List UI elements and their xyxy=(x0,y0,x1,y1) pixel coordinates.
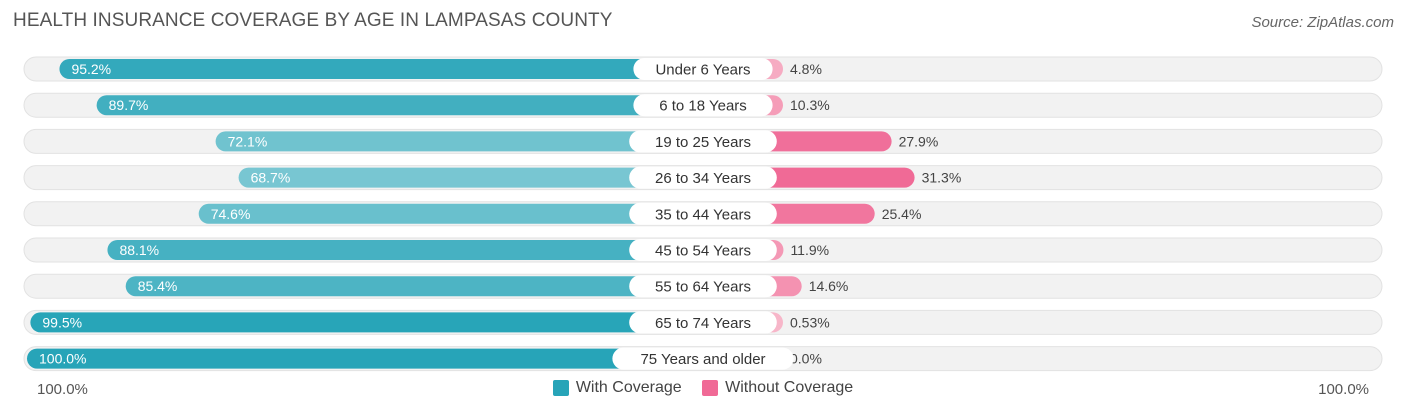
value-label-with-coverage: 68.7% xyxy=(251,170,291,186)
bar-with-coverage xyxy=(215,131,703,152)
legend-swatch-with-coverage xyxy=(552,380,569,396)
value-label-without-coverage: 0.0% xyxy=(790,351,822,367)
category-label: 75 Years and older xyxy=(640,351,765,368)
category-label: 55 to 64 Years xyxy=(655,279,751,296)
legend-item-with-coverage: With Coverage xyxy=(552,379,682,397)
category-pill xyxy=(629,166,777,189)
value-label-with-coverage: 89.7% xyxy=(109,97,149,113)
value-label-without-coverage: 25.4% xyxy=(882,206,922,222)
value-label-without-coverage: 10.3% xyxy=(790,97,830,113)
value-label-without-coverage: 4.8% xyxy=(790,61,822,77)
category-label: 65 to 74 Years xyxy=(655,315,751,332)
source-note: Source: ZipAtlas.com xyxy=(1251,14,1394,31)
value-label-without-coverage: 27.9% xyxy=(899,133,939,149)
category-pill xyxy=(629,311,777,334)
category-pill xyxy=(633,58,773,80)
category-pill xyxy=(633,94,773,117)
legend-label-with-coverage: With Coverage xyxy=(575,379,682,396)
value-label-without-coverage: 31.3% xyxy=(922,170,962,186)
value-label-with-coverage: 72.1% xyxy=(228,133,268,149)
value-label-without-coverage: 11.9% xyxy=(790,242,829,258)
category-pill xyxy=(629,275,777,298)
category-pill xyxy=(612,347,794,370)
category-label: 26 to 34 Years xyxy=(655,170,751,187)
category-label: 19 to 25 Years xyxy=(655,134,751,151)
chart-title: HEALTH INSURANCE COVERAGE BY AGE IN LAMP… xyxy=(13,10,613,31)
legend-swatch-without-coverage xyxy=(702,380,719,396)
bar-with-coverage xyxy=(198,203,704,224)
value-label-with-coverage: 85.4% xyxy=(138,278,178,294)
category-pill xyxy=(629,239,777,261)
value-label-without-coverage: 0.53% xyxy=(790,314,830,330)
value-label-with-coverage: 99.5% xyxy=(42,314,82,330)
legend-label-without-coverage: Without Coverage xyxy=(725,379,854,396)
value-label-with-coverage: 95.2% xyxy=(71,61,111,77)
bar-with-coverage xyxy=(59,59,703,79)
value-label-without-coverage: 14.6% xyxy=(809,278,849,294)
category-label: 6 to 18 Years xyxy=(659,98,747,115)
value-label-with-coverage: 74.6% xyxy=(211,206,251,222)
axis-right-label: 100.0% xyxy=(1318,381,1369,398)
category-label: 35 to 44 Years xyxy=(655,206,751,223)
bar-with-coverage xyxy=(30,312,703,333)
bar-with-coverage xyxy=(107,240,704,260)
value-label-with-coverage: 100.0% xyxy=(39,351,86,367)
bar-with-coverage xyxy=(96,95,704,116)
bar-with-coverage xyxy=(125,276,704,297)
category-pill xyxy=(629,130,777,153)
category-label: 45 to 54 Years xyxy=(655,243,751,260)
value-label-with-coverage: 88.1% xyxy=(119,242,159,258)
legend-item-without-coverage: Without Coverage xyxy=(702,379,853,397)
category-pill xyxy=(629,202,777,225)
bar-with-coverage xyxy=(238,167,703,188)
category-label: Under 6 Years xyxy=(655,62,750,79)
legend: With Coverage Without Coverage xyxy=(0,379,1406,401)
bar-with-coverage xyxy=(27,348,703,369)
axis-left-label: 100.0% xyxy=(37,381,88,398)
